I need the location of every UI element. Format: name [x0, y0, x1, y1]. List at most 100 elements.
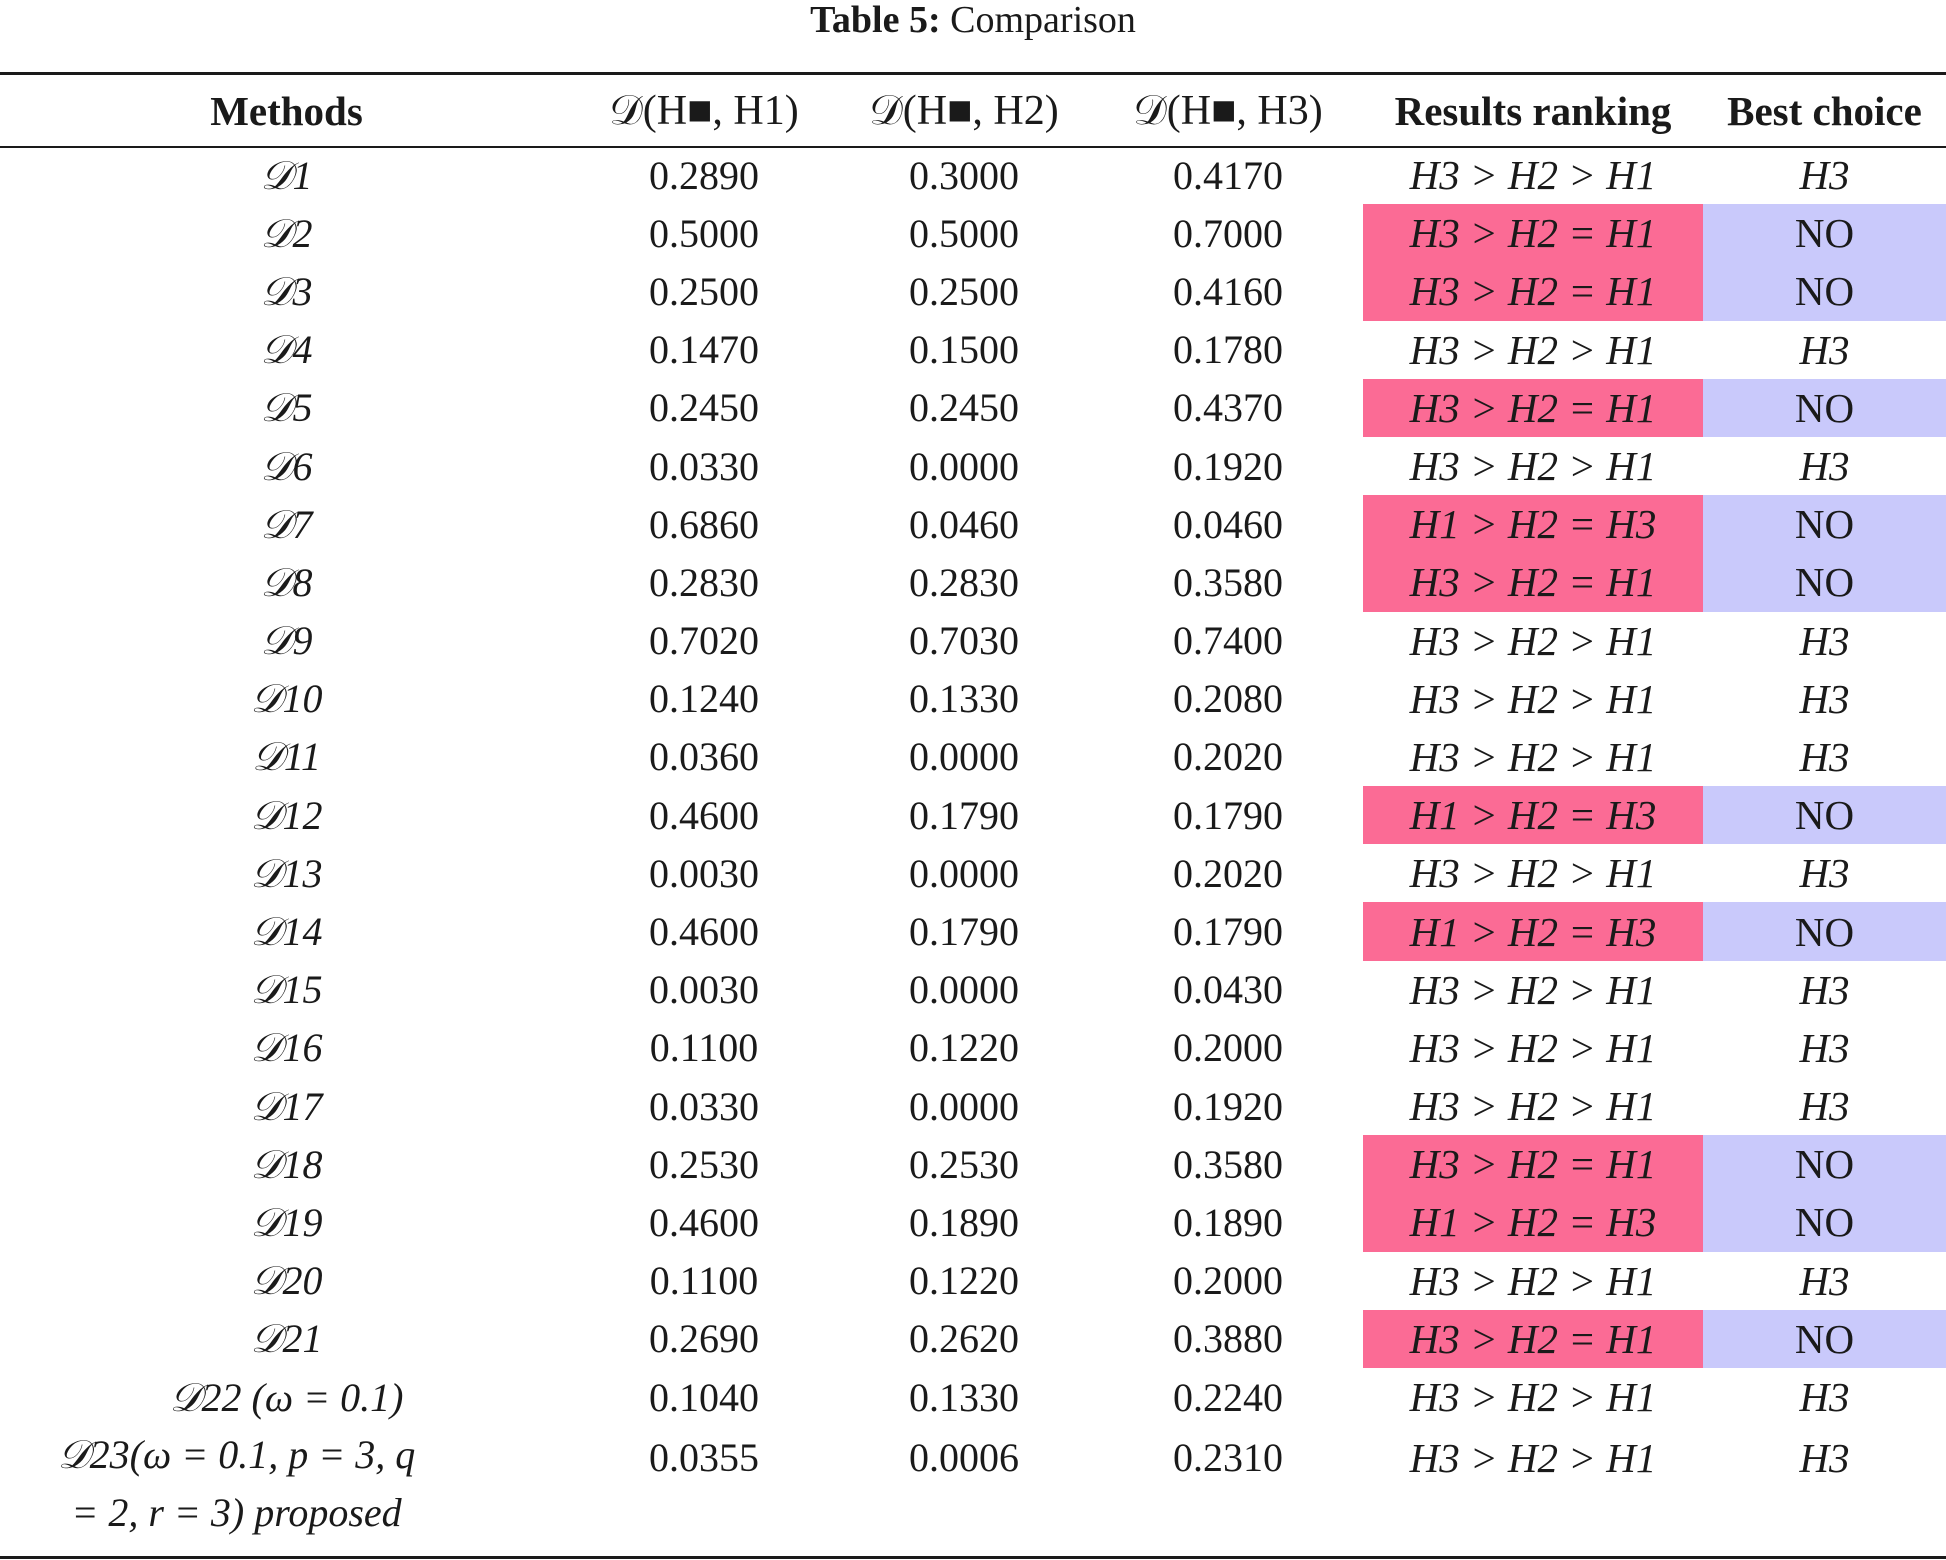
method-cell: 𝒟12 — [250, 792, 323, 838]
distance-h1-cell: 0.2530 — [649, 1141, 759, 1187]
method-cell: 𝒟17 — [250, 1083, 323, 1129]
distance-h3-cell: 0.2310 — [1173, 1435, 1283, 1481]
best-choice-cell: H3 — [1799, 1257, 1850, 1304]
distance-h1-cell: 0.2450 — [649, 385, 759, 431]
distance-h3-cell: 0.2240 — [1173, 1374, 1283, 1420]
table-row: 𝒟15 0.0030 0.0000 0.0430 H3 > H2 > H1 H3 — [0, 961, 1946, 1019]
header-distance-h1: 𝒟(H■, H1) — [609, 87, 799, 134]
distance-h3-cell: 0.1890 — [1173, 1199, 1283, 1245]
header-methods: Methods — [210, 87, 363, 134]
method-cell: 𝒟16 — [250, 1025, 323, 1071]
distance-h1-cell: 0.1470 — [649, 327, 759, 373]
best-choice-cell: H3 — [1799, 966, 1850, 1013]
table-row: 𝒟8 0.2830 0.2830 0.3580 H3 > H2 = H1 NO — [0, 553, 1946, 612]
best-choice-cell: H3 — [1799, 617, 1850, 664]
ranking-cell: H3 > H2 = H1 — [1363, 1135, 1703, 1194]
table-row: 𝒟3 0.2500 0.2500 0.4160 H3 > H2 = H1 NO — [0, 262, 1946, 321]
ranking-cell: H1 > H2 = H3 — [1363, 495, 1703, 554]
distance-h1-cell: 0.5000 — [649, 210, 759, 256]
distance-h1-cell: 0.0360 — [649, 734, 759, 780]
table-row: 𝒟21 0.2690 0.2620 0.3880 H3 > H2 = H1 NO — [0, 1309, 1946, 1368]
distance-h3-cell: 0.0460 — [1173, 501, 1283, 547]
distance-h3-cell: 0.1780 — [1173, 327, 1283, 373]
ranking-cell: H3 > H2 > H1 — [1409, 1257, 1657, 1304]
best-choice-cell: NO — [1703, 204, 1946, 263]
ranking-cell: H3 > H2 > H1 — [1409, 152, 1657, 199]
distance-h2-cell: 0.3000 — [909, 152, 1019, 198]
best-choice-cell: NO — [1703, 262, 1946, 321]
distance-h3-cell: 0.3880 — [1173, 1316, 1283, 1362]
table-row: 𝒟17 0.0330 0.0000 0.1920 H3 > H2 > H1 H3 — [0, 1077, 1946, 1135]
header-rule — [0, 146, 1946, 148]
method-cell: 𝒟5 — [260, 385, 313, 431]
distance-h3-cell: 0.7400 — [1173, 618, 1283, 664]
distance-h1-cell: 0.0330 — [649, 1083, 759, 1129]
distance-h3-cell: 0.3580 — [1173, 1141, 1283, 1187]
table-row: 𝒟4 0.1470 0.1500 0.1780 H3 > H2 > H1 H3 — [0, 321, 1946, 379]
ranking-cell: H1 > H2 = H3 — [1363, 786, 1703, 845]
distance-h2-cell: 0.2620 — [909, 1316, 1019, 1362]
table-row: 𝒟2 0.5000 0.5000 0.7000 H3 > H2 = H1 NO — [0, 204, 1946, 263]
ranking-cell: H3 > H2 = H1 — [1363, 1309, 1703, 1368]
ranking-cell: H3 > H2 > H1 — [1409, 1024, 1657, 1071]
best-choice-cell: H3 — [1799, 850, 1850, 897]
method-cell: 𝒟9 — [260, 618, 313, 664]
table-row: 𝒟9 0.7020 0.7030 0.7400 H3 > H2 > H1 H3 — [0, 612, 1946, 670]
distance-h2-cell: 0.0000 — [909, 850, 1019, 896]
distance-h1-cell: 0.1100 — [649, 1258, 759, 1304]
distance-h3-cell: 0.2080 — [1173, 676, 1283, 722]
ranking-cell: H3 > H2 = H1 — [1363, 262, 1703, 321]
distance-h1-cell: 0.2890 — [649, 152, 759, 198]
best-choice-cell: H3 — [1799, 443, 1850, 490]
method-cell: 𝒟15 — [250, 967, 323, 1013]
best-choice-cell: H3 — [1799, 675, 1850, 722]
ranking-cell: H3 > H2 > H1 — [1409, 443, 1657, 490]
ranking-cell: H3 > H2 > H1 — [1409, 850, 1657, 897]
caption-text: Comparison — [950, 0, 1136, 41]
best-choice-cell: NO — [1703, 1309, 1946, 1368]
distance-h1-cell: 0.4600 — [649, 1199, 759, 1245]
best-choice-cell: H3 — [1799, 1435, 1850, 1482]
distance-h2-cell: 0.0000 — [909, 443, 1019, 489]
distance-h2-cell: 0.2500 — [909, 268, 1019, 314]
distance-h3-cell: 0.1790 — [1173, 792, 1283, 838]
table-row: 𝒟5 0.2450 0.2450 0.4370 H3 > H2 = H1 NO — [0, 378, 1946, 437]
distance-h2-cell: 0.0000 — [909, 967, 1019, 1013]
distance-h3-cell: 0.1920 — [1173, 1083, 1283, 1129]
method-cell: 𝒟1 — [260, 152, 313, 198]
table-row: 𝒟18 0.2530 0.2530 0.3580 H3 > H2 = H1 NO — [0, 1135, 1946, 1194]
distance-h3-cell: 0.2020 — [1173, 850, 1283, 896]
best-choice-cell: NO — [1703, 902, 1946, 961]
method-cell: 𝒟20 — [250, 1258, 323, 1304]
method-cell: 𝒟4 — [260, 327, 313, 373]
distance-h3-cell: 0.2020 — [1173, 734, 1283, 780]
distance-h3-cell: 0.1790 — [1173, 909, 1283, 955]
ranking-cell: H3 > H2 > H1 — [1409, 326, 1657, 373]
distance-h1-cell: 0.0330 — [649, 443, 759, 489]
best-choice-cell: H3 — [1799, 152, 1850, 199]
header-distance-h3: 𝒟(H■, H3) — [1133, 87, 1323, 134]
table-row: 𝒟7 0.6860 0.0460 0.0460 H1 > H2 = H3 NO — [0, 495, 1946, 554]
table-row: 𝒟14 0.4600 0.1790 0.1790 H1 > H2 = H3 NO — [0, 902, 1946, 961]
table-row: 𝒟11 0.0360 0.0000 0.2020 H3 > H2 > H1 H3 — [0, 728, 1946, 786]
distance-h2-cell: 0.2450 — [909, 385, 1019, 431]
best-choice-cell: NO — [1703, 1135, 1946, 1194]
table-row: 𝒟23(ω = 0.1, p = 3, q = 2, r = 3) propos… — [0, 1426, 1946, 1554]
ranking-cell: H3 > H2 = H1 — [1363, 204, 1703, 263]
method-cell: 𝒟22 (ω = 0.1) — [169, 1374, 404, 1420]
distance-h3-cell: 0.3580 — [1173, 559, 1283, 605]
method-cell: 𝒟2 — [260, 210, 313, 256]
method-cell: 𝒟7 — [260, 501, 313, 547]
distance-h1-cell: 0.4600 — [649, 792, 759, 838]
header-distance-h2: 𝒟(H■, H2) — [869, 87, 1059, 134]
distance-h2-cell: 0.0000 — [909, 734, 1019, 780]
comparison-table: Methods 𝒟(H■, H1) 𝒟(H■, H2) 𝒟(H■, H3) Re… — [0, 75, 1946, 1554]
method-cell: 𝒟19 — [250, 1199, 323, 1245]
best-choice-cell: H3 — [1799, 1083, 1850, 1130]
distance-h3-cell: 0.2000 — [1173, 1025, 1283, 1071]
distance-h2-cell: 0.0006 — [909, 1435, 1019, 1481]
method-cell: 𝒟11 — [252, 734, 321, 780]
distance-h1-cell: 0.4600 — [649, 909, 759, 955]
table-row: 𝒟16 0.1100 0.1220 0.2000 H3 > H2 > H1 H3 — [0, 1019, 1946, 1077]
method-cell: 𝒟21 — [250, 1316, 323, 1362]
